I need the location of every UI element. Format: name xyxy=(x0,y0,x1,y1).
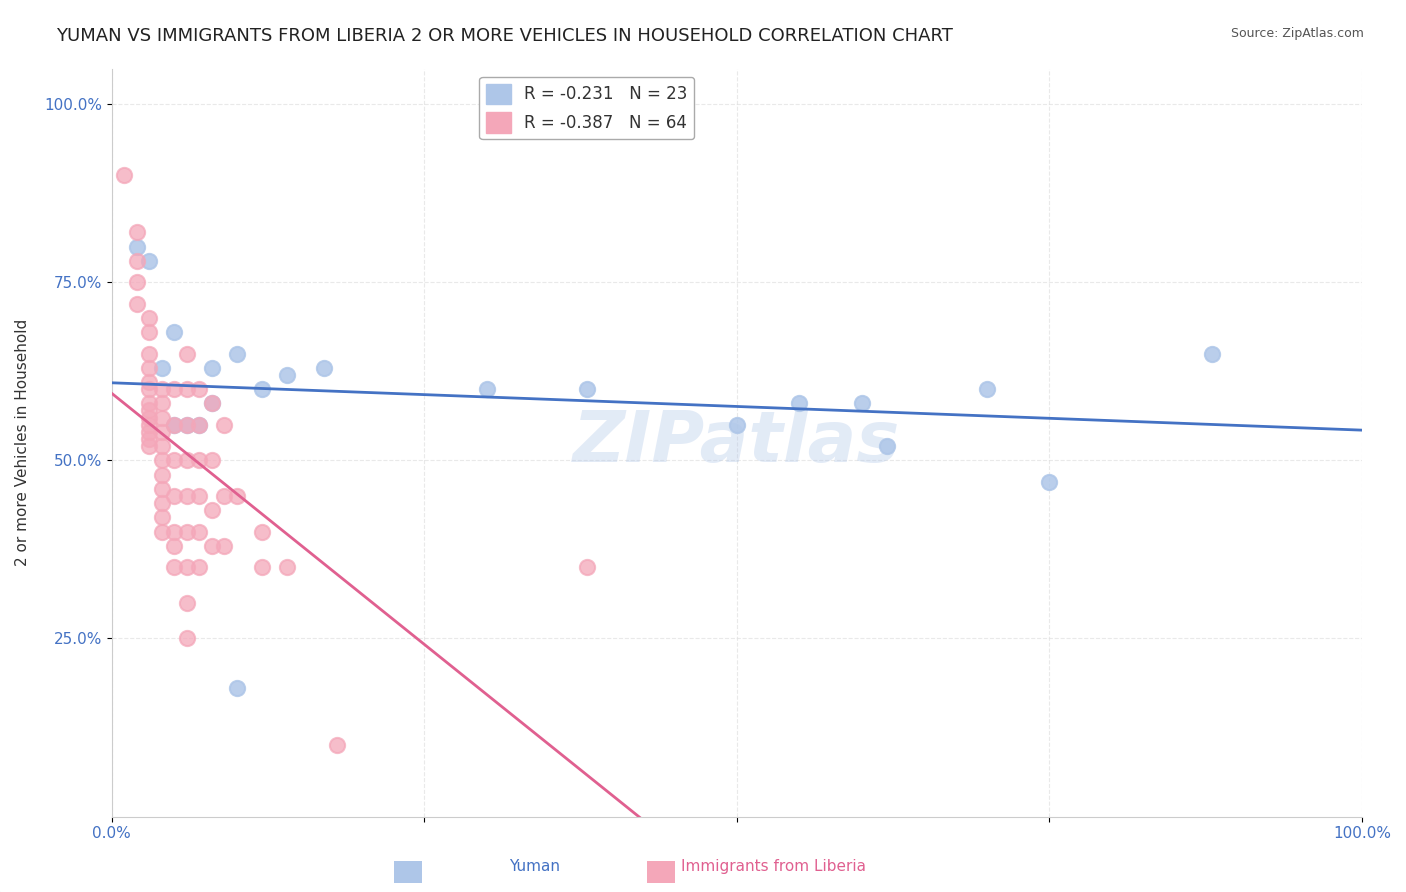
Point xyxy=(150,524,173,539)
Point xyxy=(150,410,173,425)
Point xyxy=(225,489,247,503)
Point xyxy=(575,382,598,396)
Point xyxy=(125,275,148,289)
Point xyxy=(150,496,173,510)
Point xyxy=(163,539,186,553)
Point xyxy=(188,489,211,503)
Point xyxy=(1201,346,1223,360)
Point xyxy=(225,681,247,696)
Point xyxy=(876,439,898,453)
Point xyxy=(138,396,160,410)
Point xyxy=(176,524,198,539)
Point xyxy=(201,539,224,553)
Y-axis label: 2 or more Vehicles in Household: 2 or more Vehicles in Household xyxy=(15,319,30,566)
Point xyxy=(225,346,247,360)
Point xyxy=(138,439,160,453)
Point xyxy=(150,453,173,467)
Point xyxy=(163,560,186,574)
Text: ZIPatlas: ZIPatlas xyxy=(574,408,900,477)
Point xyxy=(176,560,198,574)
Point xyxy=(163,453,186,467)
Point xyxy=(188,453,211,467)
Point xyxy=(188,382,211,396)
Point xyxy=(138,425,160,439)
Point xyxy=(188,417,211,432)
Point xyxy=(125,253,148,268)
Point xyxy=(212,417,235,432)
Point xyxy=(138,325,160,339)
Legend: R = -0.231   N = 23, R = -0.387   N = 64: R = -0.231 N = 23, R = -0.387 N = 64 xyxy=(479,77,695,139)
Text: YUMAN VS IMMIGRANTS FROM LIBERIA 2 OR MORE VEHICLES IN HOUSEHOLD CORRELATION CHA: YUMAN VS IMMIGRANTS FROM LIBERIA 2 OR MO… xyxy=(56,27,953,45)
Point xyxy=(725,417,748,432)
Point xyxy=(150,439,173,453)
Point xyxy=(201,396,224,410)
Point xyxy=(176,453,198,467)
Point xyxy=(138,410,160,425)
Point xyxy=(138,375,160,389)
Point xyxy=(188,524,211,539)
Point xyxy=(163,417,186,432)
Point xyxy=(163,489,186,503)
Point xyxy=(314,360,336,375)
Point xyxy=(138,253,160,268)
Point xyxy=(176,417,198,432)
Point xyxy=(250,382,273,396)
Point xyxy=(150,382,173,396)
Point xyxy=(201,453,224,467)
Point xyxy=(125,226,148,240)
Point xyxy=(138,360,160,375)
Point xyxy=(201,396,224,410)
Point xyxy=(212,489,235,503)
Point xyxy=(212,539,235,553)
Point xyxy=(138,432,160,446)
Point xyxy=(163,524,186,539)
Point xyxy=(475,382,498,396)
Point xyxy=(138,403,160,417)
Point xyxy=(150,482,173,496)
Point xyxy=(163,325,186,339)
Point xyxy=(176,632,198,646)
Point xyxy=(188,417,211,432)
Point xyxy=(150,425,173,439)
Point xyxy=(125,296,148,310)
Point xyxy=(276,368,298,382)
Point xyxy=(150,396,173,410)
Point xyxy=(163,382,186,396)
Point xyxy=(138,417,160,432)
Text: Source: ZipAtlas.com: Source: ZipAtlas.com xyxy=(1230,27,1364,40)
Point xyxy=(138,346,160,360)
Point xyxy=(150,360,173,375)
Point xyxy=(163,417,186,432)
Point xyxy=(325,739,347,753)
Point xyxy=(176,346,198,360)
Point xyxy=(138,382,160,396)
Text: Yuman: Yuman xyxy=(509,859,560,874)
Point xyxy=(851,396,873,410)
Point xyxy=(188,560,211,574)
Point xyxy=(176,417,198,432)
Point xyxy=(575,560,598,574)
Point xyxy=(276,560,298,574)
Point xyxy=(201,503,224,517)
Point xyxy=(125,239,148,253)
Point xyxy=(176,382,198,396)
Point xyxy=(976,382,998,396)
Point xyxy=(176,489,198,503)
Point xyxy=(150,467,173,482)
Text: Immigrants from Liberia: Immigrants from Liberia xyxy=(681,859,866,874)
Point xyxy=(150,510,173,524)
Point xyxy=(112,169,135,183)
Point xyxy=(789,396,811,410)
Point xyxy=(176,596,198,610)
Point xyxy=(201,360,224,375)
Point xyxy=(250,560,273,574)
Point xyxy=(250,524,273,539)
Point xyxy=(1038,475,1060,489)
Point xyxy=(138,310,160,325)
